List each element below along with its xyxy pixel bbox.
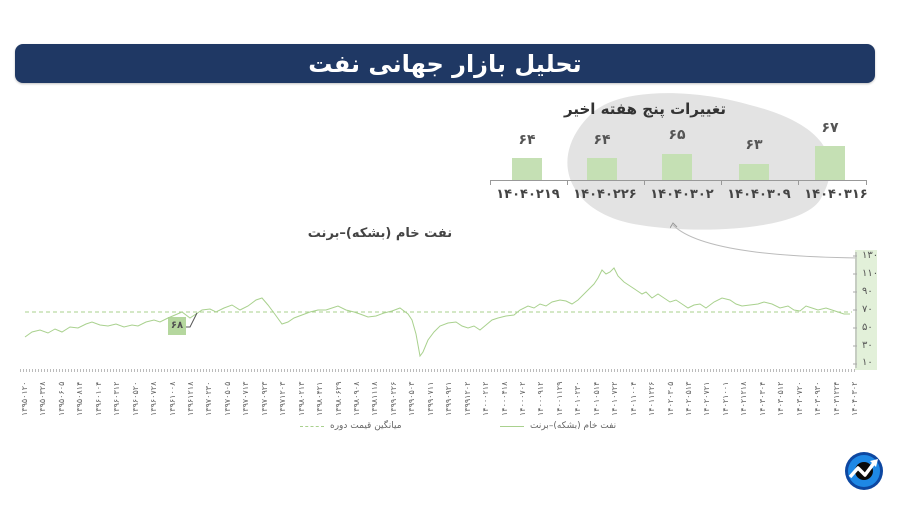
x-tick-label: ۱۴۰۱۰۵۱۴: [591, 381, 601, 416]
bar-value: ۶۴: [593, 132, 611, 148]
axis-tick: [866, 180, 867, 185]
weekly-x-axis: [490, 180, 867, 181]
legend-average-label: میانگین قیمت دوره: [330, 421, 402, 431]
y-tick: ۱۳۰: [862, 250, 879, 261]
legend-series-label: نفت خام (بشکه)–برنت: [530, 421, 617, 431]
x-tick-label: ۱۳۹۷۰۲۳۰: [204, 381, 214, 416]
x-tick-label: ۱۳۹۹۰۵۰۳: [407, 381, 417, 416]
x-tick-label: ۱۳۹۷۰۹۲۳: [259, 381, 269, 416]
x-tick-label: ۱۴۰۱۰۷۲۲: [610, 381, 620, 416]
bar-date: ۱۴۰۴۰۲۱۹: [496, 187, 560, 202]
x-tick-label: ۱۴۰۳۰۹۳۰: [813, 381, 823, 416]
y-tick: ۳۰: [862, 340, 873, 351]
x-tick-label: ۱۴۰۰۰۹۱۲: [536, 381, 546, 416]
bar: [815, 146, 845, 180]
x-tick-label: ۱۴۰۱۰۲۳۰: [573, 381, 583, 416]
axis-tick: [798, 180, 799, 185]
y-tick: ۱۱۰: [862, 268, 879, 279]
x-tick-label: ۱۳۹۶۰۵۲۰: [130, 381, 140, 416]
y-tick: ۷۰: [862, 304, 873, 315]
page-title: تحلیل بازار جهانی نفت: [308, 49, 582, 78]
y-tick: ۵۰: [862, 322, 873, 333]
x-tick-label: ۱۳۹۹۰۹۲۱: [444, 381, 454, 416]
x-tick-label: ۱۳۹۶۱۲۱۸: [186, 381, 195, 416]
callout-pointer: [186, 312, 198, 328]
y-axis-band: [855, 250, 877, 370]
x-tick-label: ۱۴۰۰۰۷۰۲: [518, 381, 527, 416]
title-banner: تحلیل بازار جهانی نفت: [15, 44, 875, 83]
x-tick-label: ۱۳۹۸۰۴۲۱: [315, 381, 325, 416]
x-tick-label: ۱۳۹۷۱۲۰۳: [278, 381, 288, 416]
x-tick-label: ۱۴۰۲۰۳۰۵: [665, 381, 675, 416]
legend-average: میانگین قیمت دوره: [300, 421, 402, 431]
x-tick-label: ۱۴۰۰۱۱۲۹: [554, 381, 564, 416]
x-axis-ticks: [20, 369, 855, 372]
bar-value: ۶۷: [821, 120, 839, 136]
highlight-blob: [567, 93, 831, 230]
bar-date: ۱۴۰۴۰۳۱۶: [804, 187, 868, 202]
axis-tick: [644, 180, 645, 185]
x-tick-label: ۱۴۰۴۰۳۰۲: [850, 381, 859, 416]
x-tick-label: ۱۳۹۸۰۹۰۸: [352, 381, 361, 416]
main-chart-title: نفت خام (بشکه)–برنت: [307, 226, 453, 241]
x-tick-label: ۱۳۹۶۰۱۰۴: [93, 381, 103, 416]
y-tick: ۱۰: [862, 357, 873, 368]
brand-logo-icon: [845, 452, 883, 490]
bar-value: ۶۴: [518, 132, 536, 148]
x-tick-label: ۱۴۰۳۰۵۱۲: [776, 381, 786, 416]
x-tick-label: ۱۴۰۲۰۵۱۳: [684, 381, 693, 416]
x-tick-label: ۱۳۹۵۰۱۲۰: [20, 381, 29, 416]
x-tick-label: ۱۴۰۳۰۷۲۰: [794, 381, 804, 416]
axis-tick: [490, 180, 491, 185]
x-tick-label: ۱۳۹۵۰۸۱۴: [75, 381, 85, 416]
x-tick-label: ۱۳۹۸۰۲۱۳: [296, 381, 306, 416]
x-tick-label: ۱۴۰۲۱۰۰۱: [720, 381, 730, 416]
bar-date: ۱۴۰۴۰۳۰۹: [727, 187, 791, 202]
axis-tick: [721, 180, 722, 185]
x-tick-label: ۱۳۹۹۰۲۲۶: [388, 381, 398, 416]
y-tick: ۹۰: [862, 286, 873, 297]
solid-line-swatch: [500, 425, 524, 427]
x-axis-labels: ۱۳۹۵۰۱۲۰ ۱۳۹۵۰۳۲۸ ۱۳۹۵۰۶۰۵ ۱۳۹۵۰۸۱۴ ۱۳۹۶۰۱۰۴…: [18, 372, 859, 417]
x-tick-label: ۱۳۹۹۰۷۱۱: [425, 381, 435, 416]
x-tick-label: ۱۴۰۲۰۷۲۱: [702, 381, 712, 416]
bar-value: ۶۳: [745, 137, 763, 153]
x-tick-label: ۱۴۰۱۱۰۰۴: [628, 381, 638, 416]
x-tick-label: ۱۴۰۱۱۲۲۶: [647, 381, 657, 416]
y-axis: [853, 252, 857, 368]
x-tick-label: ۱۴۰۳۱۲۲۴: [831, 381, 841, 416]
x-tick-label: ۱۳۹۵۰۶۰۵: [56, 381, 66, 416]
x-tick-label: ۱۳۹۸۱۱۱۸: [370, 381, 380, 416]
average-callout: ۶۸: [168, 317, 186, 335]
x-tick-label: ۱۴۰۰۰۲۱۲: [481, 381, 491, 416]
x-tick-label: ۱۳۹۵۰۳۲۸: [38, 381, 48, 416]
bar: [512, 158, 542, 180]
legend-series: نفت خام (بشکه)–برنت: [500, 421, 616, 431]
bar-value: ۶۵: [668, 127, 686, 143]
axis-tick: [567, 180, 568, 185]
x-tick-label: ۱۴۰۰۰۴۱۸: [499, 381, 509, 416]
bar: [739, 164, 769, 180]
weekly-bar-chart: ۶۴ ۶۴ ۶۵ ۶۳ ۶۷ ۱۴۰۴۰۲۱۹ ۱۴۰۴۰۲۲۶ ۱۴۰۴۰۳۰…: [480, 115, 870, 210]
bar-date: ۱۴۰۴۰۲۲۶: [573, 187, 637, 202]
x-tick-label: ۱۳۹۶۱۰۰۸: [167, 381, 177, 416]
x-tick-label: ۱۳۹۸۰۶۲۹: [333, 381, 343, 416]
x-tick-label: ۱۳۹۶۰۷۲۸: [149, 381, 159, 416]
x-tick-label: ۱۴۰۲۱۲۱۸: [739, 381, 749, 416]
brent-line-chart: [24, 267, 852, 358]
connector-curve: [670, 222, 859, 259]
x-tick-label: ۱۳۹۷۰۷۱۳: [241, 381, 251, 416]
bar-date: ۱۴۰۴۰۳۰۲: [650, 187, 714, 202]
bar: [662, 154, 692, 180]
x-tick-label: ۱۳۹۶۰۳۱۲: [112, 381, 122, 416]
dashed-line-swatch: [300, 425, 324, 427]
x-tick-label: ۱۳۹۷۰۵۰۵: [222, 381, 232, 416]
x-tick-label: ۱۴۰۳۰۳۰۴: [757, 381, 767, 416]
bar: [587, 158, 617, 180]
weekly-chart-title: تغییرات پنج هفته اخیر: [564, 100, 726, 118]
x-tick-label: ۱۳۹۹۱۲۰۲: [462, 381, 472, 416]
